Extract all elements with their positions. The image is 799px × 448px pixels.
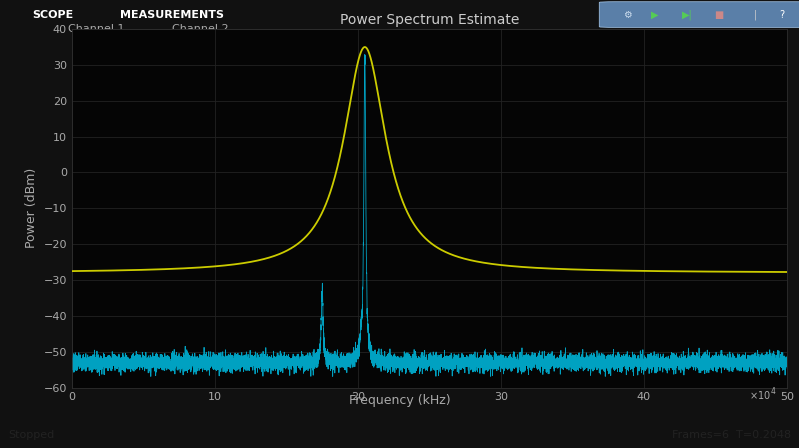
Text: Channel 1: Channel 1 xyxy=(68,24,125,34)
Text: ■: ■ xyxy=(714,9,724,20)
Text: ⚙: ⚙ xyxy=(623,9,631,20)
Text: ▶: ▶ xyxy=(651,9,659,20)
Text: MEASUREMENTS: MEASUREMENTS xyxy=(120,9,224,20)
Text: SCOPE: SCOPE xyxy=(32,9,74,20)
Text: |: | xyxy=(753,9,757,20)
Text: Channel 2: Channel 2 xyxy=(172,24,229,34)
Text: ▶|: ▶| xyxy=(682,9,693,20)
Text: $\times$10: $\times$10 xyxy=(749,389,771,401)
Text: Frequency (kHz): Frequency (kHz) xyxy=(348,394,451,408)
Title: Power Spectrum Estimate: Power Spectrum Estimate xyxy=(340,13,519,26)
FancyBboxPatch shape xyxy=(599,2,799,27)
Text: Frames=6  T=0.2048: Frames=6 T=0.2048 xyxy=(672,430,791,439)
Text: ?: ? xyxy=(779,9,784,20)
Text: Stopped: Stopped xyxy=(8,430,54,439)
Text: 4: 4 xyxy=(771,387,776,396)
Y-axis label: Power (dBm): Power (dBm) xyxy=(25,168,38,249)
